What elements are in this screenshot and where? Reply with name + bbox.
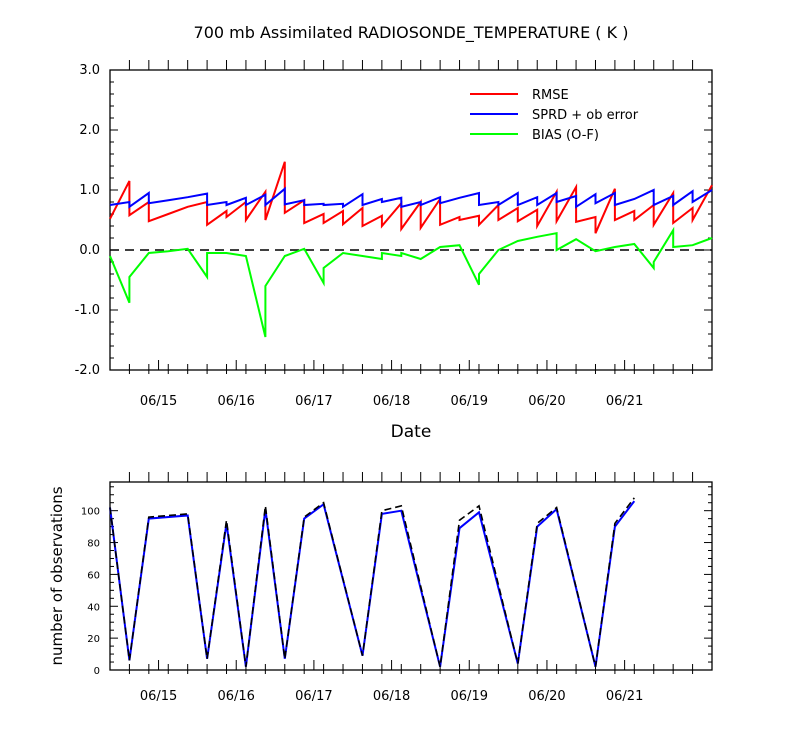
y-tick-label: 100 [81,507,100,518]
bottom-plot-frame [109,481,713,671]
y-tick-label: 80 [87,539,100,550]
series-line-sprd-ob-error [109,186,713,209]
legend-label: RMSE [532,88,569,103]
series-line-rmse [109,161,713,234]
x-tick-label: 06/21 [606,689,643,704]
x-tick-label: 06/20 [528,689,565,704]
bottom-plot: 0 20 40 60 80 100 06/15 06/16 06/17 06/18 06/19 06/… [81,472,712,704]
x-tick-label: 06/18 [373,394,410,409]
y-tick-label: -1.0 [75,303,100,318]
x-tick-label: 06/19 [451,689,488,704]
x-tick-label: 06/16 [217,689,254,704]
chart-title: 700 mb Assimilated RADIOSONDE_TEMPERATUR… [194,23,629,43]
x-tick-label: 06/15 [140,394,177,409]
series-line-bias-o-f [109,226,713,338]
x-tick-label: 06/20 [528,394,565,409]
y-tick-label: 0.0 [79,243,100,258]
x-tick-label: 06/17 [295,689,332,704]
x-tick-label: 06/17 [295,394,332,409]
x-tick-label: 06/19 [451,394,488,409]
x-tick-label: 06/15 [140,689,177,704]
y-tick-label: 20 [87,634,100,645]
y-axis-label: number of observations [48,486,66,665]
series-line-obs-possible [109,497,635,667]
x-axis-label: Date [391,422,432,442]
y-tick-label: 60 [87,570,100,581]
y-tick-label: 40 [87,602,100,613]
legend-label: BIAS (O-F) [532,128,599,143]
y-tick-label: 1.0 [79,183,100,198]
legend-label: SPRD + ob error [532,108,639,123]
y-tick-label: 0 [94,666,100,677]
x-tick-label: 06/21 [606,394,643,409]
x-tick-label: 06/18 [373,689,410,704]
y-tick-label: -2.0 [75,363,100,378]
x-tick-label: 06/16 [217,394,254,409]
top-plot-frame [109,69,713,371]
y-tick-label: 2.0 [79,123,100,138]
y-tick-label: 3.0 [79,63,100,78]
top-plot: -2.0 -1.0 0.0 1.0 2.0 3.0 06/15 06/16 06/17 06/18… [75,60,713,409]
